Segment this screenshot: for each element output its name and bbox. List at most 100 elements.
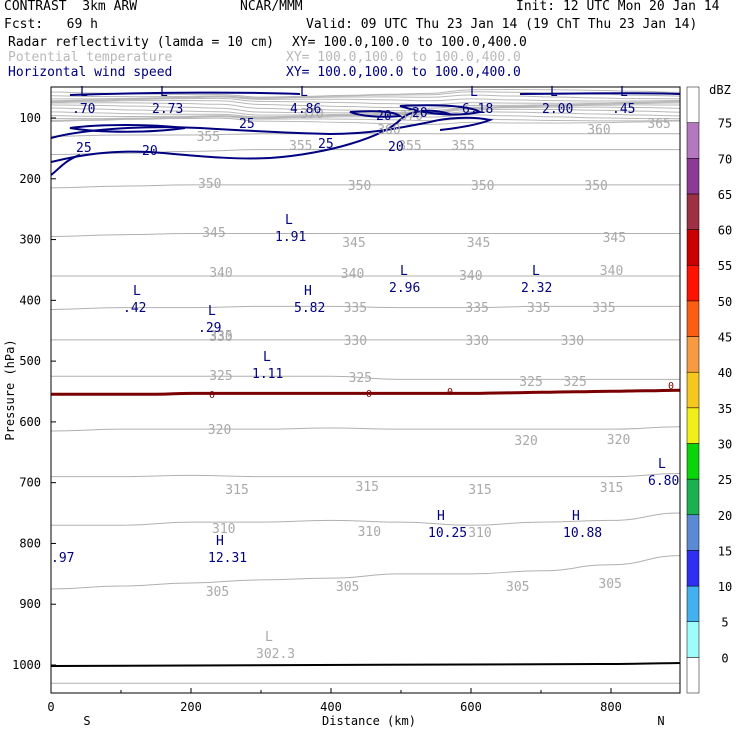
theta-label: 350 — [584, 179, 607, 194]
y-tick-label: 400 — [19, 293, 41, 307]
y-tick-label: 100 — [19, 111, 41, 125]
colorbar-swatch — [686, 264, 700, 302]
wind-contour — [349, 110, 403, 118]
colorbar-label: 35 — [718, 402, 732, 416]
field-reflectivity-name: Radar reflectivity (lamda = 10 cm) — [8, 35, 275, 50]
upper-theta-line — [51, 100, 680, 109]
theta-label: 305 — [598, 577, 621, 592]
wind-label: 20 — [376, 109, 392, 124]
field-reflectivity-xy: XY= 100.0,100.0 to 100.0,400.0 — [292, 35, 527, 50]
extremum-type: L — [470, 85, 478, 100]
colorbar-swatch — [686, 585, 700, 622]
theta-contour-350 — [51, 184, 680, 189]
extremum-value: 5.82 — [294, 301, 325, 316]
colorbar-label: 75 — [718, 117, 732, 131]
extremum-value: 6.18 — [462, 102, 493, 117]
colorbar-label: 5 — [721, 616, 728, 630]
theta-label: 325 — [519, 375, 542, 390]
extremum-type: L — [300, 85, 308, 100]
extremum-type: H — [572, 509, 580, 524]
wind-contours — [51, 91, 680, 176]
colorbar-swatch — [686, 193, 700, 230]
upper-theta-line — [51, 94, 680, 100]
field-theta-name: Potential temperature — [8, 50, 173, 65]
upper-dense-theta — [51, 88, 680, 126]
theta-label: 325 — [563, 375, 586, 390]
colorbar-swatch — [686, 657, 700, 694]
y-tick-label: 700 — [19, 476, 41, 490]
theta-label: 330 — [344, 334, 367, 349]
terrain-surface — [51, 662, 680, 667]
theta-label: 350 — [471, 179, 494, 194]
freezing-level — [51, 388, 680, 396]
wind-label: 25 — [318, 137, 334, 152]
theta-label: 365 — [647, 117, 670, 132]
colorbar-label: 55 — [718, 259, 732, 273]
colorbar-swatch — [686, 407, 700, 444]
extremum-type: L — [620, 85, 628, 100]
colorbar-swatch — [686, 514, 700, 551]
colorbar-swatch — [686, 443, 700, 480]
theta-label: 305 — [206, 585, 229, 600]
theta-label: 355 — [398, 139, 421, 154]
init-time: Init: 12 UTC Mon 20 Jan 14 — [516, 0, 720, 14]
x-tick-label: 600 — [460, 700, 482, 714]
upper-theta-line — [51, 97, 680, 106]
axes: 0 200 400 600 800100200300400500600700800900… — [3, 111, 665, 728]
wind-label: 20 — [412, 106, 428, 121]
wind-contour — [51, 154, 81, 176]
extremum-value: 2.32 — [521, 281, 552, 296]
theta-label: 320 — [607, 433, 630, 448]
y-tick-label: 600 — [19, 415, 41, 429]
field-wind-name: Horizontal wind speed — [8, 65, 173, 80]
extremum-value: 10.88 — [563, 526, 602, 541]
extremum-type: L — [263, 350, 271, 365]
colorbar-swatch — [686, 550, 700, 587]
theta-label: 350 — [198, 177, 221, 192]
extremum-type: L — [285, 213, 293, 228]
extremum-type: L — [208, 304, 216, 319]
organization: NCAR/MMM — [240, 0, 303, 14]
colorbar-swatch — [686, 371, 700, 409]
theta-label: 310 — [468, 526, 491, 541]
theta-label: 370 — [300, 107, 323, 122]
colorbar-swatch — [686, 336, 700, 373]
wind-contour — [519, 92, 680, 95]
colorbar-label: 25 — [718, 473, 732, 487]
colorbar-label: 0 — [721, 651, 728, 665]
plot-frame — [50, 86, 681, 694]
theta-label: 340 — [209, 266, 232, 281]
wind-label: 20 — [142, 144, 158, 159]
wind-contour — [399, 104, 483, 116]
wind-contour — [51, 116, 494, 139]
extremum-type: L — [532, 264, 540, 279]
colorbar-swatch — [686, 122, 700, 159]
freezing-level-label: 0 — [209, 390, 215, 401]
theta-contour-325 — [51, 375, 680, 380]
theta-contour-310 — [51, 512, 680, 526]
upper-theta-line — [51, 104, 680, 114]
colorbar-swatch — [686, 86, 700, 123]
theta-label: 340 — [459, 269, 482, 284]
theta-label: 335 — [527, 301, 550, 316]
extremum-value: 2.96 — [389, 281, 420, 296]
field-wind-xy: XY= 100.0,100.0 to 100.0,400.0 — [286, 65, 521, 80]
colorbar-unit: dBZ — [709, 83, 731, 97]
colorbar-swatch — [686, 478, 700, 516]
forecast-hour: Fcst: 69 h — [4, 17, 98, 32]
theta-label: 305 — [336, 580, 359, 595]
extremum-type: H — [304, 284, 312, 299]
theta-label: 325 — [209, 369, 232, 384]
theta-contour-305 — [51, 555, 680, 590]
x-tick-label: 0 — [47, 700, 54, 714]
theta-label: 335 — [344, 301, 367, 316]
field-theta-xy: XY= 100.0,100.0 to 100.0,400.0 — [286, 50, 521, 65]
colorbar-label: 50 — [718, 295, 732, 309]
valid-time: Valid: 09 UTC Thu 23 Jan 14 (19 ChT Thu … — [306, 17, 698, 32]
terrain-line — [51, 662, 680, 667]
wind-label: 25 — [239, 117, 255, 132]
theta-label: 340 — [341, 267, 364, 282]
extremum-value: 12.31 — [208, 551, 247, 566]
theta-label: 330 — [209, 330, 232, 345]
